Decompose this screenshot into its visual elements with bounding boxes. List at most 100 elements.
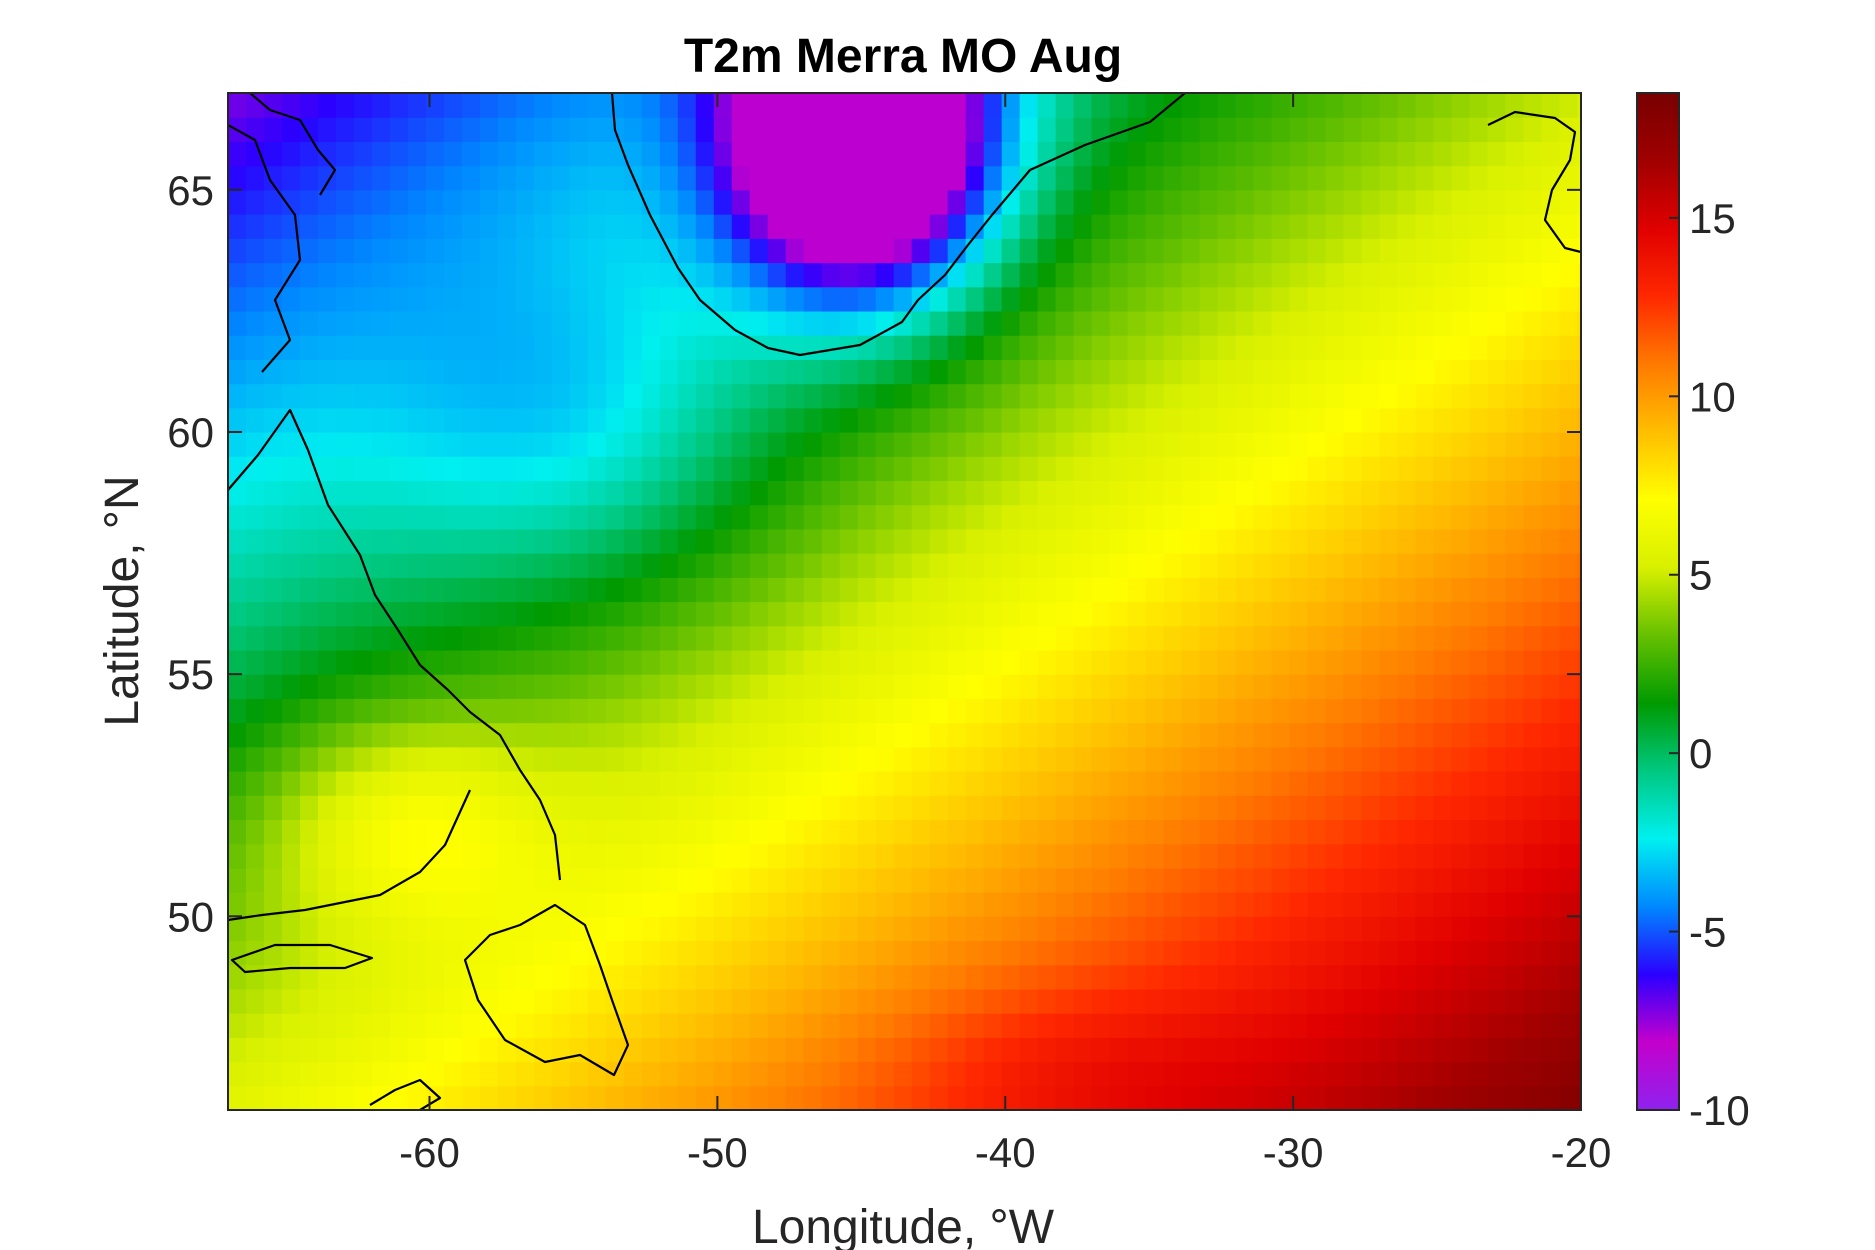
heatmap-cell bbox=[443, 117, 463, 143]
heatmap-cell bbox=[407, 1037, 427, 1063]
heatmap-cell bbox=[947, 93, 967, 118]
heatmap-cell bbox=[371, 383, 391, 409]
heatmap-cell bbox=[569, 383, 589, 409]
heatmap-cell bbox=[389, 310, 409, 336]
heatmap-cell bbox=[533, 892, 553, 917]
heatmap-cell bbox=[1343, 528, 1363, 554]
heatmap-cell bbox=[1235, 359, 1255, 385]
heatmap-cell bbox=[803, 286, 823, 312]
heatmap-cell bbox=[1361, 141, 1381, 167]
heatmap-cell bbox=[1235, 165, 1255, 191]
heatmap-cell bbox=[1091, 1061, 1111, 1087]
heatmap-cell bbox=[1307, 1061, 1327, 1087]
heatmap-cell bbox=[857, 988, 877, 1014]
heatmap-cell bbox=[1559, 867, 1578, 893]
heatmap-cell bbox=[461, 383, 481, 409]
heatmap-cell bbox=[641, 456, 661, 482]
heatmap-cell bbox=[713, 601, 733, 627]
heatmap-cell bbox=[1451, 1085, 1471, 1110]
heatmap-cell bbox=[1091, 238, 1111, 264]
heatmap-cell bbox=[1379, 335, 1399, 360]
heatmap-cell bbox=[731, 456, 751, 482]
heatmap-cell bbox=[1325, 93, 1345, 118]
heatmap-cell bbox=[839, 286, 859, 312]
heatmap-cell bbox=[1019, 892, 1039, 917]
heatmap-cell bbox=[641, 286, 661, 312]
heatmap-cell bbox=[569, 504, 589, 530]
heatmap-cell bbox=[1325, 1061, 1345, 1087]
heatmap-cell bbox=[587, 141, 607, 167]
heatmap-cell bbox=[245, 286, 265, 312]
heatmap-cell bbox=[605, 867, 625, 893]
heatmap-cell bbox=[1523, 1061, 1543, 1087]
heatmap-cell bbox=[1271, 916, 1291, 942]
heatmap-cell bbox=[263, 819, 283, 845]
heatmap-cell bbox=[1577, 480, 1581, 506]
heatmap-cell bbox=[335, 867, 355, 893]
heatmap-cell bbox=[1451, 867, 1471, 893]
heatmap-cell bbox=[1001, 238, 1021, 264]
heatmap-cell bbox=[389, 214, 409, 239]
heatmap-cell bbox=[713, 819, 733, 845]
heatmap-cell bbox=[479, 892, 499, 917]
heatmap-cell bbox=[623, 1061, 643, 1087]
heatmap-cell bbox=[335, 214, 355, 239]
heatmap-cell bbox=[821, 698, 841, 724]
heatmap-cell bbox=[443, 383, 463, 409]
heatmap-cell bbox=[407, 165, 427, 191]
heatmap-cell bbox=[893, 940, 913, 966]
heatmap-cell bbox=[1487, 528, 1507, 554]
heatmap-cell bbox=[965, 480, 985, 506]
heatmap-cell bbox=[317, 238, 337, 264]
heatmap-cell bbox=[749, 940, 769, 966]
y-tick-label: 55 bbox=[167, 651, 214, 698]
heatmap-cell bbox=[1253, 601, 1273, 627]
heatmap-cell bbox=[263, 916, 283, 942]
heatmap-cell bbox=[1379, 262, 1399, 288]
heatmap-cell bbox=[479, 649, 499, 675]
heatmap-cell bbox=[1379, 383, 1399, 409]
heatmap-cell bbox=[1289, 528, 1309, 554]
heatmap-cell bbox=[1433, 698, 1453, 724]
heatmap-cell bbox=[1217, 746, 1237, 772]
heatmap-cell bbox=[1055, 746, 1075, 772]
heatmap-cell bbox=[335, 649, 355, 675]
heatmap-cell bbox=[1415, 214, 1435, 239]
heatmap-cell bbox=[1271, 698, 1291, 724]
heatmap-cell bbox=[695, 359, 715, 385]
heatmap-cell bbox=[1037, 117, 1057, 143]
heatmap-cell bbox=[1451, 819, 1471, 845]
heatmap-cell bbox=[1577, 1061, 1581, 1087]
heatmap-cell bbox=[1505, 892, 1525, 917]
heatmap-cell bbox=[1469, 141, 1489, 167]
heatmap-cell bbox=[731, 771, 751, 796]
heatmap-cell bbox=[569, 553, 589, 578]
heatmap-cell bbox=[947, 141, 967, 167]
x-tick-label: -30 bbox=[1263, 1129, 1324, 1176]
heatmap-cell bbox=[983, 746, 1003, 772]
heatmap-cell bbox=[533, 504, 553, 530]
heatmap-cell bbox=[1145, 165, 1165, 191]
heatmap-cell bbox=[677, 940, 697, 966]
heatmap-cell bbox=[695, 480, 715, 506]
heatmap-cell bbox=[605, 310, 625, 336]
heatmap-cell bbox=[893, 795, 913, 821]
heatmap-cell bbox=[443, 577, 463, 603]
heatmap-cell bbox=[1397, 867, 1417, 893]
heatmap-cell bbox=[443, 504, 463, 530]
heatmap-cell bbox=[1217, 1061, 1237, 1087]
heatmap-cell bbox=[1217, 262, 1237, 288]
heatmap-cell bbox=[1451, 1061, 1471, 1087]
heatmap-cell bbox=[407, 189, 427, 215]
heatmap-cell bbox=[1487, 601, 1507, 627]
heatmap-cell bbox=[1523, 359, 1543, 385]
heatmap-cell bbox=[677, 504, 697, 530]
heatmap-cell bbox=[371, 843, 391, 869]
heatmap-cell bbox=[605, 892, 625, 917]
heatmap-cell bbox=[911, 964, 931, 990]
heatmap-cell bbox=[731, 601, 751, 627]
heatmap-cell bbox=[605, 771, 625, 796]
heatmap-cell bbox=[443, 335, 463, 360]
heatmap-cell bbox=[1559, 456, 1578, 482]
heatmap-cell bbox=[785, 1037, 805, 1063]
